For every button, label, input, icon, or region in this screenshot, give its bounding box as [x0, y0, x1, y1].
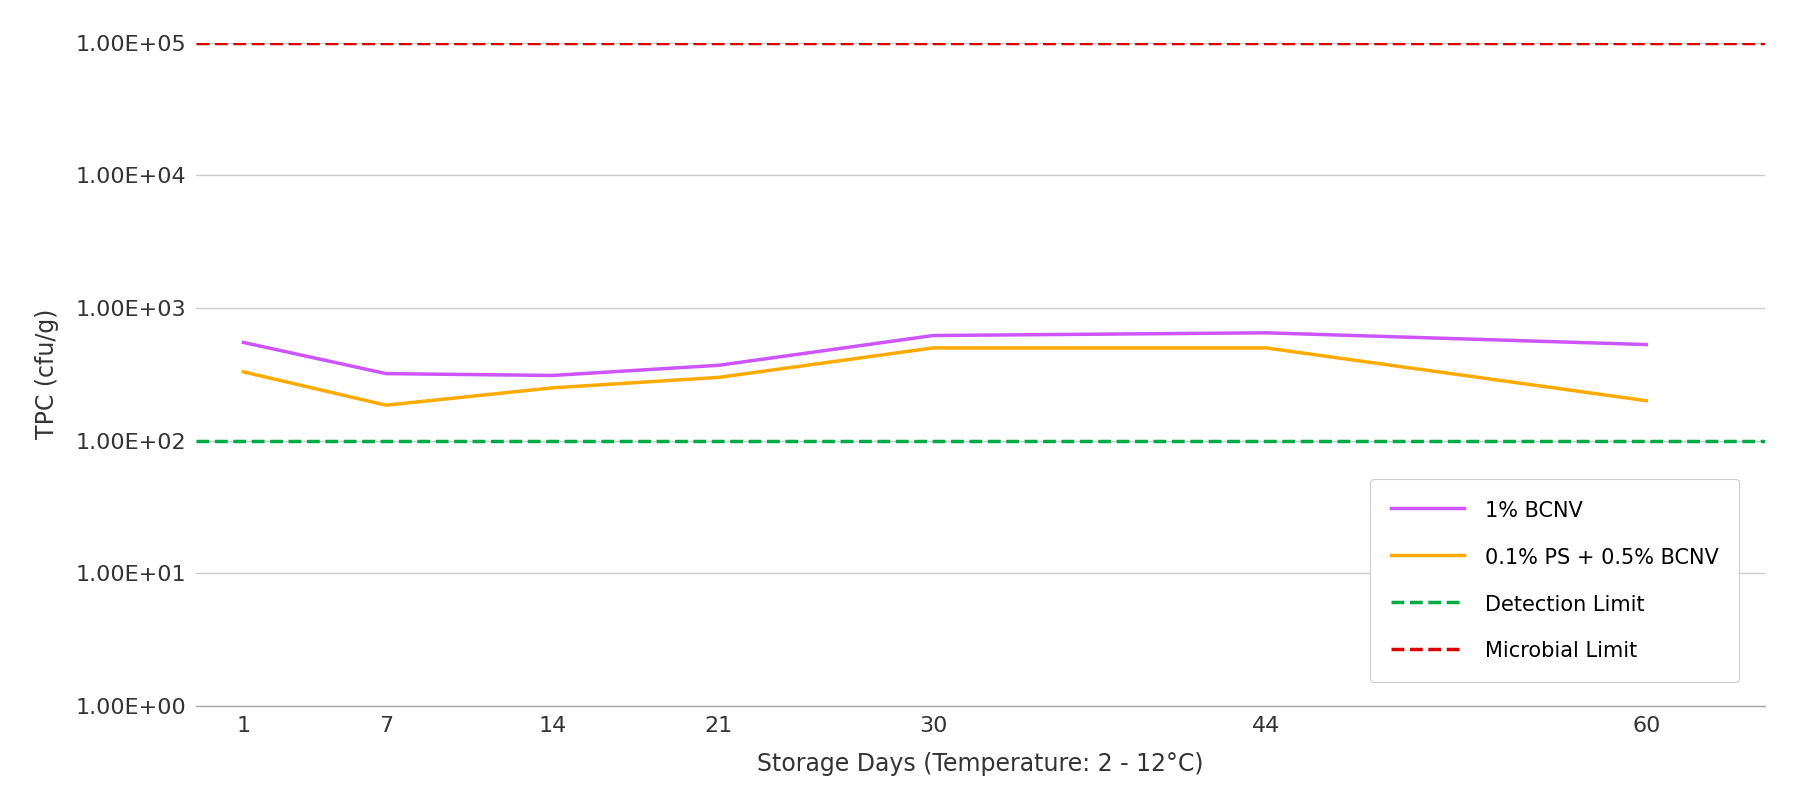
1% BCNV [1636, 340, 1658, 350]
Y-axis label: TPC (cfu/g): TPC (cfu/g) [34, 309, 59, 440]
Microbial Limit [232, 38, 254, 48]
1% BCNV [542, 371, 563, 380]
0.1% PS + 0.5% BCNV [922, 343, 943, 353]
Line: 0.1% PS + 0.5% BCNV: 0.1% PS + 0.5% BCNV [243, 348, 1647, 406]
1% BCNV [922, 331, 943, 341]
Microbial Limit [209, 38, 230, 48]
1% BCNV [707, 360, 729, 370]
Detection Limit [209, 436, 230, 445]
0.1% PS + 0.5% BCNV [1255, 343, 1276, 353]
0.1% PS + 0.5% BCNV [232, 367, 254, 377]
1% BCNV [374, 369, 396, 379]
0.1% PS + 0.5% BCNV [374, 401, 396, 410]
1% BCNV [1255, 328, 1276, 337]
1% BCNV [232, 337, 254, 347]
X-axis label: Storage Days (Temperature: 2 - 12°C): Storage Days (Temperature: 2 - 12°C) [758, 753, 1204, 776]
Line: 1% BCNV: 1% BCNV [243, 333, 1647, 375]
0.1% PS + 0.5% BCNV [707, 372, 729, 382]
0.1% PS + 0.5% BCNV [542, 383, 563, 393]
0.1% PS + 0.5% BCNV [1636, 396, 1658, 406]
Legend: 1% BCNV, 0.1% PS + 0.5% BCNV, Detection Limit, Microbial Limit: 1% BCNV, 0.1% PS + 0.5% BCNV, Detection … [1370, 478, 1739, 682]
Detection Limit [232, 436, 254, 445]
